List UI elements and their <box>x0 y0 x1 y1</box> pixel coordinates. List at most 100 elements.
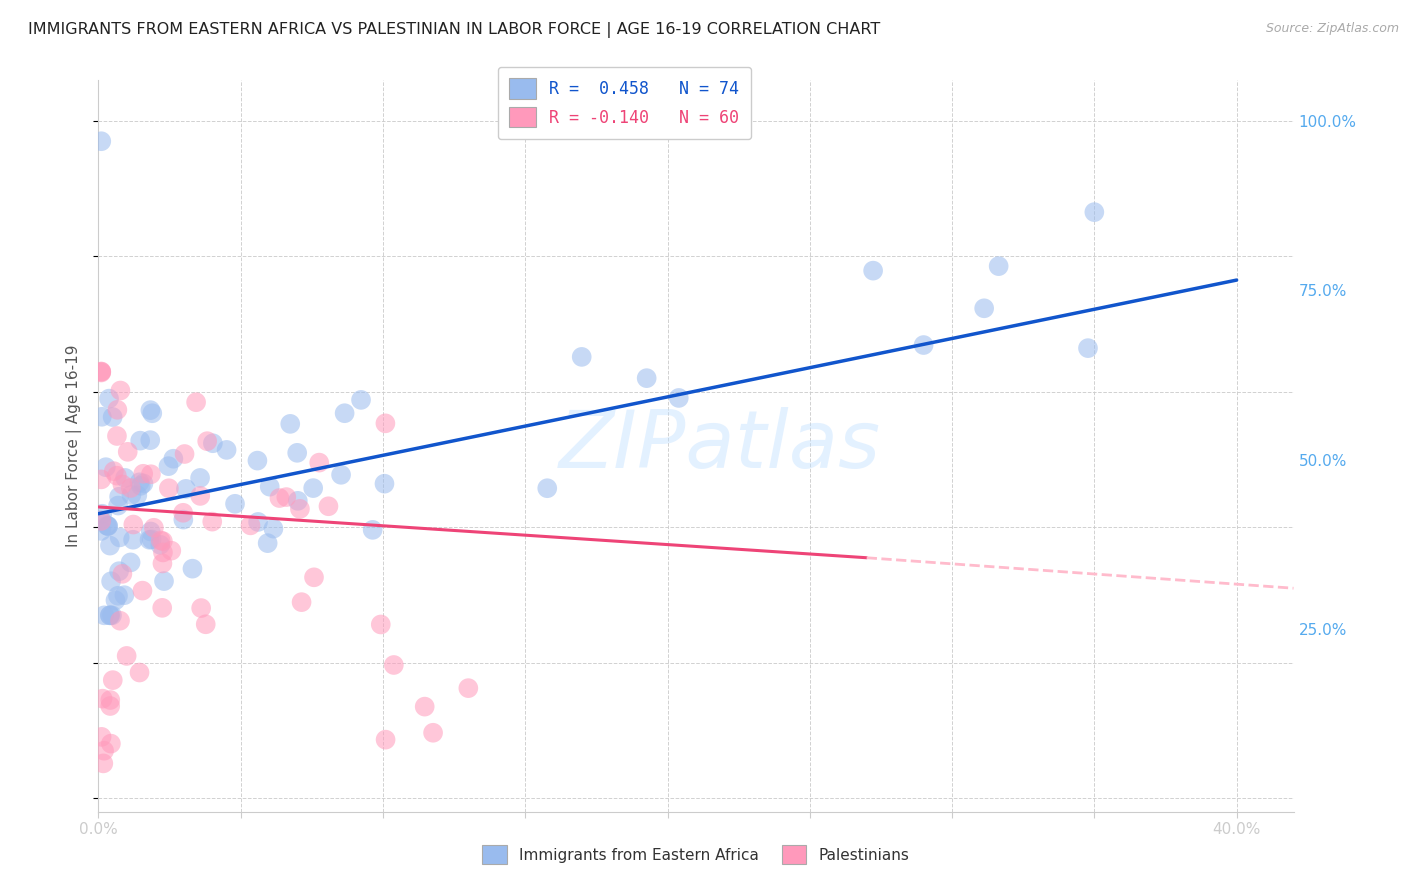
Y-axis label: In Labor Force | Age 16-19: In Labor Force | Age 16-19 <box>66 344 83 548</box>
Point <box>132 476 155 491</box>
Point <box>269 491 291 505</box>
Point <box>139 403 162 417</box>
Point <box>115 648 138 663</box>
Point <box>422 725 444 739</box>
Point <box>239 518 262 533</box>
Point <box>93 608 115 623</box>
Point <box>201 436 224 450</box>
Point <box>101 673 124 687</box>
Point <box>98 539 121 553</box>
Point <box>188 471 211 485</box>
Point <box>172 506 194 520</box>
Point <box>224 497 246 511</box>
Point <box>194 617 217 632</box>
Point <box>862 263 884 277</box>
Point <box>128 665 150 680</box>
Point <box>973 301 995 316</box>
Point <box>668 391 690 405</box>
Legend: Immigrants from Eastern Africa, Palestinians: Immigrants from Eastern Africa, Palestin… <box>477 839 915 870</box>
Point <box>94 460 117 475</box>
Text: Source: ZipAtlas.com: Source: ZipAtlas.com <box>1265 22 1399 36</box>
Point <box>98 608 121 623</box>
Point <box>201 515 224 529</box>
Point <box>172 513 194 527</box>
Point <box>184 395 207 409</box>
Point <box>373 476 395 491</box>
Point <box>91 691 114 706</box>
Point <box>152 545 174 559</box>
Point <box>139 467 162 482</box>
Point <box>98 608 121 623</box>
Point <box>150 600 173 615</box>
Point <box>374 417 396 431</box>
Point <box>90 409 112 424</box>
Point <box>278 417 301 431</box>
Point <box>290 595 312 609</box>
Point <box>111 477 134 491</box>
Point <box>1083 205 1105 219</box>
Point <box>139 433 162 447</box>
Point <box>308 456 330 470</box>
Point <box>90 134 112 148</box>
Point <box>259 480 281 494</box>
Point <box>117 445 139 459</box>
Point <box>120 488 142 502</box>
Point <box>149 533 172 548</box>
Point <box>152 557 174 571</box>
Point <box>1077 341 1099 355</box>
Point <box>302 481 325 495</box>
Point <box>190 601 212 615</box>
Point <box>256 536 278 550</box>
Point <box>382 657 405 672</box>
Point <box>90 514 112 528</box>
Point <box>246 453 269 467</box>
Point <box>101 410 124 425</box>
Point <box>361 523 384 537</box>
Point <box>107 589 129 603</box>
Point <box>90 365 112 379</box>
Point <box>571 350 593 364</box>
Point <box>105 402 128 417</box>
Point <box>457 681 479 695</box>
Point <box>104 593 127 607</box>
Point <box>153 574 176 588</box>
Point <box>287 493 309 508</box>
Point <box>100 737 122 751</box>
Point <box>97 519 120 533</box>
Point <box>288 501 311 516</box>
Point <box>215 442 238 457</box>
Point <box>374 732 396 747</box>
Point <box>120 481 142 495</box>
Point <box>174 482 197 496</box>
Point <box>90 364 112 378</box>
Point <box>97 519 120 533</box>
Point <box>188 489 211 503</box>
Point <box>114 471 136 485</box>
Point <box>100 574 122 589</box>
Point <box>262 522 284 536</box>
Point <box>105 429 128 443</box>
Point <box>142 521 165 535</box>
Point <box>302 570 325 584</box>
Point <box>141 406 163 420</box>
Point <box>318 500 340 514</box>
Point <box>157 481 180 495</box>
Text: IMMIGRANTS FROM EASTERN AFRICA VS PALESTINIAN IN LABOR FORCE | AGE 16-19 CORRELA: IMMIGRANTS FROM EASTERN AFRICA VS PALEST… <box>28 22 880 38</box>
Point <box>987 259 1010 273</box>
Point <box>370 617 392 632</box>
Point <box>330 467 353 482</box>
Point <box>181 562 204 576</box>
Point <box>141 533 163 547</box>
Point <box>139 524 162 539</box>
Point <box>285 446 308 460</box>
Point <box>132 467 155 481</box>
Point <box>122 533 145 547</box>
Point <box>120 556 142 570</box>
Point <box>173 447 195 461</box>
Point <box>127 488 149 502</box>
Point <box>108 530 131 544</box>
Point <box>107 499 129 513</box>
Point <box>91 756 114 771</box>
Text: ZIPatlas: ZIPatlas <box>558 407 882 485</box>
Point <box>162 451 184 466</box>
